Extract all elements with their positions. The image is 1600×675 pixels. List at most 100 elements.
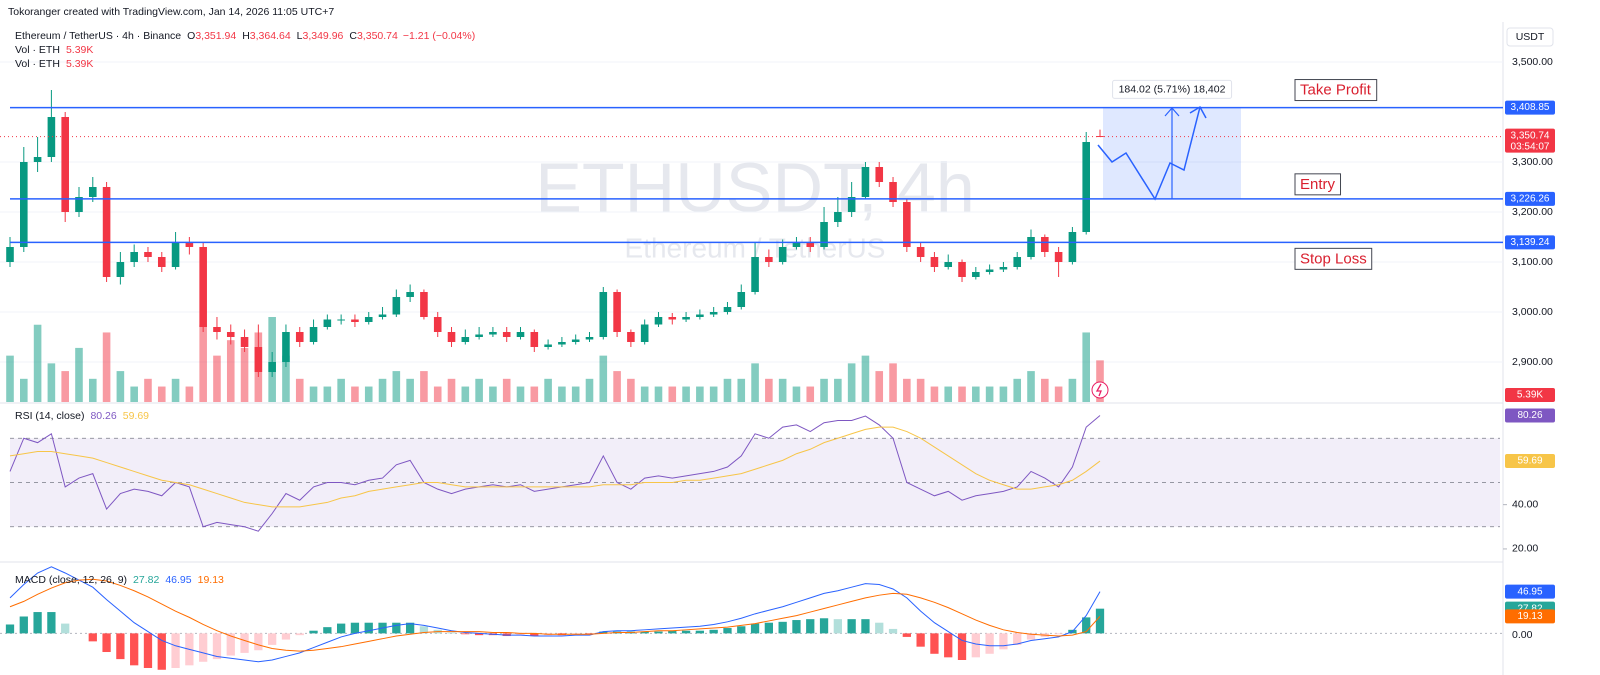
candle-body [61, 117, 69, 212]
volume-bar [958, 386, 966, 402]
volume-bar [1041, 378, 1049, 402]
histogram-bar [737, 626, 746, 634]
signal-badge-bg [1505, 609, 1555, 624]
histogram-bar [695, 630, 705, 634]
volume-bar [792, 386, 801, 402]
candle-body [806, 242, 815, 247]
legend-item: 5.39K [66, 44, 93, 56]
volume-bar [530, 386, 539, 402]
candle-body [985, 269, 994, 272]
volume-bar [1013, 378, 1022, 402]
candle-body [337, 319, 345, 321]
volume-bar [778, 378, 787, 402]
histogram-bar [130, 633, 139, 666]
candle-body [295, 332, 304, 342]
legend-item: C [349, 30, 357, 42]
histogram-bar [33, 612, 42, 634]
histogram-bar [930, 633, 939, 654]
volume-bar [502, 378, 511, 402]
candle-body [530, 332, 539, 347]
histogram-bar [474, 633, 484, 636]
candle-body [378, 314, 387, 317]
candle-body [282, 332, 290, 362]
volume-bar [696, 386, 704, 402]
candle-body [171, 242, 180, 267]
candle-body [1027, 237, 1035, 257]
candle-body [351, 319, 359, 322]
level-name-box [1294, 247, 1373, 270]
candle-body [447, 332, 456, 342]
volume-bar [861, 355, 870, 402]
histogram-bar [1026, 633, 1036, 640]
candle-body [20, 162, 28, 247]
histogram-bar [1095, 608, 1105, 634]
volume-bar [985, 386, 994, 402]
legend-item: 3,351.94 [195, 30, 236, 42]
projection-label-bg [1112, 79, 1233, 99]
histogram-bar [405, 622, 415, 634]
volume-bar [144, 378, 152, 402]
candle-body [778, 247, 787, 262]
macd-line [9, 578, 1101, 652]
candle-body [116, 262, 125, 277]
volume-bar [765, 378, 773, 402]
currency-box[interactable] [1506, 27, 1554, 47]
histogram-bar [792, 620, 801, 634]
histogram-bar [902, 633, 911, 637]
histogram-bar [199, 633, 208, 662]
volume-bar [751, 363, 759, 402]
histogram-bar [212, 633, 222, 660]
histogram-bar [461, 633, 470, 635]
y-tick-label: 2,900.00 [1512, 356, 1553, 368]
candle-body [102, 187, 111, 277]
legend-item: 3,350.74 [357, 30, 398, 42]
histogram-badge: 27.82 [1517, 603, 1542, 614]
volume-bar [323, 386, 332, 402]
candle-body [433, 317, 442, 332]
candle-body [199, 247, 207, 327]
volume-bar [130, 386, 138, 402]
volume-bar [1027, 371, 1035, 402]
candle-body [323, 319, 332, 327]
candle-body [613, 292, 621, 332]
volume-bar [102, 332, 111, 402]
volume-bar [420, 371, 428, 402]
volume-bar [116, 371, 125, 402]
volume-bar [461, 386, 470, 402]
histogram-bar [392, 622, 401, 634]
events-icon[interactable] [1091, 381, 1109, 399]
volume-bar [240, 347, 249, 402]
histogram-bar [47, 612, 56, 634]
events-bolt [1095, 383, 1102, 397]
volume-bar [682, 386, 690, 402]
histogram-bar [916, 633, 925, 647]
current-price: 3,350.74 [1511, 130, 1550, 141]
histogram-bar [516, 633, 525, 636]
attribution: Tokoranger created with TradingView.com,… [8, 6, 334, 18]
histogram-bar [1082, 617, 1091, 634]
volume-bar [351, 386, 359, 402]
histogram-bar [102, 633, 111, 653]
volume-bar [20, 378, 28, 402]
candle-body [820, 222, 828, 247]
legend-item: 59.69 [123, 410, 149, 422]
histogram-bar [654, 631, 663, 634]
candle-body [999, 267, 1008, 270]
level-name-box [1294, 79, 1378, 102]
histogram-bar [599, 631, 608, 634]
candle-body [875, 167, 884, 182]
y-tick-label: 3,200.00 [1512, 206, 1553, 218]
legend-item: 3,364.64 [250, 30, 291, 42]
currency: USDT [1516, 31, 1545, 43]
candle-body [213, 327, 221, 332]
candle-body [1054, 252, 1063, 262]
candle-body [861, 167, 870, 197]
y-tick-label: 0.00 [1512, 629, 1533, 641]
histogram-bar [709, 629, 718, 634]
macd-badge: 46.95 [1517, 586, 1542, 597]
volume-bar [157, 386, 166, 402]
candle-body [47, 117, 56, 157]
candle-body [254, 347, 263, 372]
histogram-bar [971, 633, 980, 658]
projection-arrowhead [1189, 105, 1207, 119]
